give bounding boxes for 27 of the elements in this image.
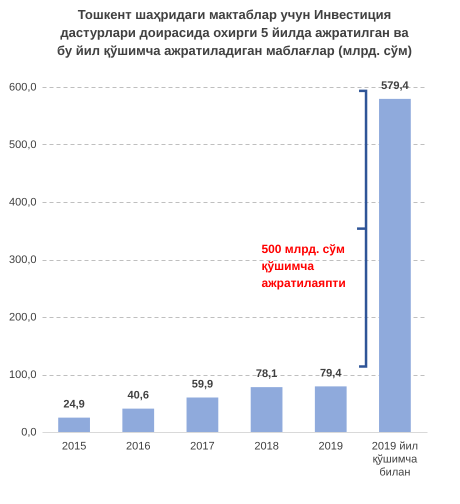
bar	[58, 418, 90, 432]
bar	[379, 98, 411, 432]
x-tick-label: 2015	[62, 440, 86, 452]
data-label: 79,4	[320, 367, 342, 380]
x-tick-label: 2019 йил қўшимча билан	[372, 440, 418, 478]
data-label: 24,9	[63, 398, 85, 411]
bar	[250, 387, 282, 432]
y-tick-label: 400,0	[8, 196, 36, 208]
data-label: 579,4	[381, 80, 410, 92]
y-tick-label: 0,0	[21, 426, 36, 438]
x-tick-label: 2017	[190, 440, 215, 452]
data-label: 78,1	[256, 368, 278, 380]
data-label: 59,9	[192, 378, 214, 391]
y-tick-label: 500,0	[8, 139, 36, 151]
annotation: 500 млрд. сўм қўшимча ажратилаяпти	[261, 242, 346, 290]
chart-title: Тошкент шаҳридаги мактаблар учун Инвестиция дастурлари доирасида охирги 5 йилда ажратилган ва бу йил қўшимча ажратиладиган маблағлар (млрд. сўм)	[57, 6, 412, 58]
y-tick-label: 200,0	[8, 312, 36, 324]
x-tick-label: 2019	[318, 440, 343, 452]
data-label: 40,6	[128, 390, 149, 402]
y-tick-label: 100,0	[8, 369, 36, 381]
y-tick-label: 300,0	[8, 254, 36, 266]
bar	[314, 386, 347, 432]
x-tick-label: 2018	[254, 440, 279, 452]
x-tick-label: 2016	[126, 440, 150, 452]
y-tick-label: 600,0	[8, 82, 36, 94]
bar	[186, 398, 218, 432]
bar	[122, 408, 154, 432]
